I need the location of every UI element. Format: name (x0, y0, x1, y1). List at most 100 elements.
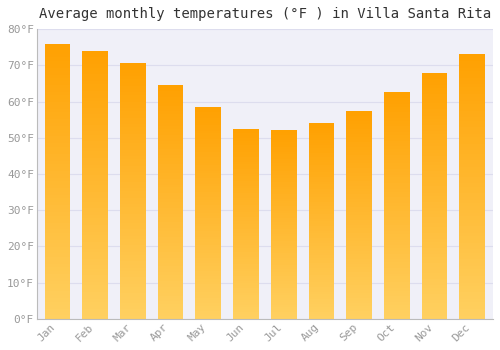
Bar (346, 191, 372, 194)
Bar (44, 291, 70, 295)
Bar (233, 247, 259, 250)
Bar (120, 121, 146, 124)
Bar (384, 191, 409, 194)
Bar (460, 163, 485, 167)
Bar (384, 268, 409, 271)
Bar (233, 205, 259, 207)
Bar (44, 43, 70, 47)
Bar (196, 268, 221, 271)
Bar (271, 187, 296, 189)
Bar (120, 233, 146, 236)
Bar (308, 312, 334, 314)
Bar (120, 220, 146, 223)
Bar (271, 260, 296, 262)
Bar (233, 200, 259, 202)
Bar (233, 212, 259, 214)
Bar (346, 196, 372, 199)
Bar (422, 288, 448, 291)
Bar (460, 157, 485, 160)
Bar (82, 191, 108, 195)
Bar (233, 195, 259, 198)
Bar (271, 314, 296, 316)
Bar (384, 243, 409, 245)
Bar (346, 168, 372, 170)
Bar (422, 214, 448, 217)
Bar (460, 68, 485, 71)
Bar (233, 304, 259, 307)
Bar (233, 229, 259, 231)
Bar (82, 64, 108, 68)
Bar (422, 159, 448, 162)
Bar (422, 285, 448, 288)
Bar (346, 238, 372, 241)
Bar (346, 111, 372, 113)
Bar (460, 309, 485, 312)
Bar (120, 79, 146, 83)
Bar (384, 214, 409, 217)
Bar (82, 299, 108, 302)
Bar (384, 203, 409, 206)
Bar (44, 82, 70, 85)
Bar (422, 113, 448, 116)
Bar (422, 248, 448, 251)
Bar (422, 217, 448, 220)
Bar (44, 150, 70, 154)
Bar (233, 145, 259, 148)
Bar (308, 197, 334, 199)
Bar (384, 158, 409, 160)
Bar (308, 177, 334, 180)
Bar (346, 121, 372, 124)
Bar (196, 202, 221, 205)
Bar (233, 172, 259, 174)
Bar (346, 204, 372, 207)
Bar (158, 184, 184, 188)
Bar (346, 225, 372, 228)
Bar (196, 253, 221, 255)
Bar (422, 257, 448, 260)
Bar (422, 298, 448, 300)
Bar (233, 271, 259, 274)
Bar (44, 305, 70, 309)
Bar (308, 265, 334, 267)
Bar (44, 181, 70, 185)
Bar (44, 312, 70, 315)
Bar (308, 172, 334, 175)
Bar (384, 316, 409, 319)
Bar (120, 73, 146, 76)
Bar (271, 175, 296, 177)
Bar (158, 129, 184, 132)
Bar (308, 236, 334, 238)
Bar (346, 152, 372, 155)
Bar (271, 168, 296, 170)
Bar (120, 89, 146, 92)
Bar (44, 57, 70, 61)
Bar (308, 245, 334, 248)
Bar (308, 243, 334, 245)
Bar (120, 134, 146, 137)
Bar (196, 139, 221, 141)
Bar (196, 184, 221, 187)
Bar (82, 238, 108, 242)
Bar (82, 71, 108, 74)
Bar (384, 251, 409, 254)
Bar (460, 236, 485, 239)
Bar (308, 145, 334, 148)
Bar (308, 231, 334, 233)
Bar (384, 285, 409, 288)
Bar (460, 74, 485, 78)
Bar (233, 164, 259, 167)
Bar (196, 197, 221, 199)
Bar (422, 226, 448, 230)
Bar (233, 214, 259, 217)
Bar (158, 147, 184, 149)
Bar (44, 247, 70, 250)
Bar (120, 137, 146, 140)
Bar (271, 199, 296, 201)
Bar (384, 237, 409, 240)
Bar (233, 312, 259, 314)
Bar (120, 124, 146, 127)
Bar (158, 158, 184, 161)
Bar (196, 147, 221, 149)
Bar (158, 85, 184, 88)
Bar (346, 160, 372, 163)
